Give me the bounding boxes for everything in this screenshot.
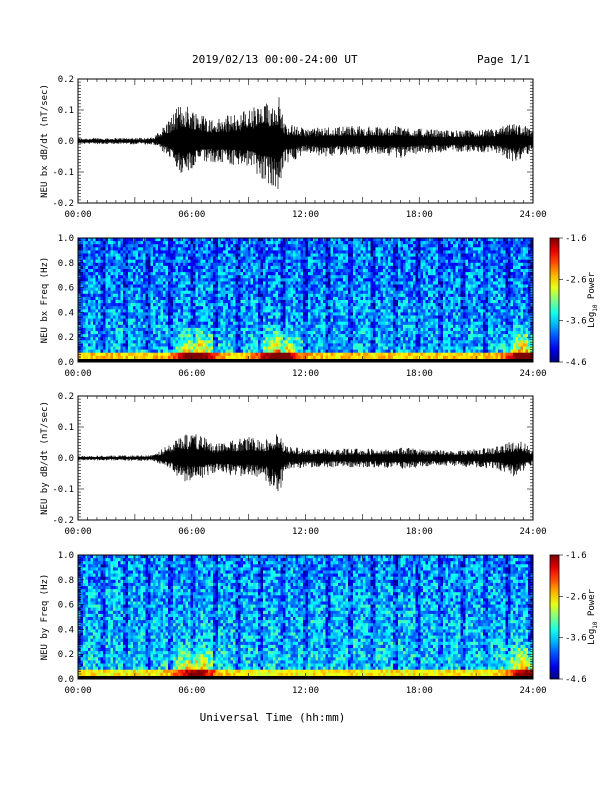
x-tick-label-3-3: 18:00 xyxy=(406,686,433,696)
x-tick-label-1-0: 00:00 xyxy=(64,369,91,379)
colorbar-tick-label-3-1: -2.6 xyxy=(565,592,587,602)
x-tick-label-1-3: 18:00 xyxy=(406,369,433,379)
colorbar-title-4: Log10 Power xyxy=(587,588,599,645)
colorbar-tick-label-1-3: -4.6 xyxy=(565,358,587,368)
y-tick-label-1-4: 0.2 xyxy=(58,333,74,343)
colorbar-tick-label-1-2: -3.6 xyxy=(565,317,587,327)
spectrogram-2 xyxy=(78,238,534,363)
panel-4: Log10 Power NEU by Freq (Hz) xyxy=(40,554,599,680)
x-tick-label-3-2: 12:00 xyxy=(292,686,319,696)
colorbar-tick-label-3-3: -4.6 xyxy=(565,675,587,685)
panel-2: Log10 Power NEU bx Freq (Hz) xyxy=(40,237,599,363)
x-axis-label: Universal Time (hh:mm) xyxy=(200,711,346,724)
y-tick-label-2-1: 0.1 xyxy=(58,423,74,433)
x-tick-label-0-2: 12:00 xyxy=(292,210,319,220)
x-tick-label-2-3: 18:00 xyxy=(406,527,433,537)
colorbar-title-2: Log10 Power xyxy=(587,271,599,328)
y-tick-label-2-2: 0.0 xyxy=(58,454,74,464)
x-tick-label-3-1: 06:00 xyxy=(178,686,205,696)
y-tick-label-0-0: 0.2 xyxy=(58,75,74,85)
y-tick-label-0-1: 0.1 xyxy=(58,106,74,116)
x-tick-label-3-4: 24:00 xyxy=(519,686,546,696)
y-axis-label-2: NEU bx Freq (Hz) xyxy=(40,257,50,344)
colorbar-tick-label-1-0: -1.6 xyxy=(565,234,587,244)
x-tick-label-2-2: 12:00 xyxy=(292,527,319,537)
y-tick-label-1-0: 1.0 xyxy=(58,234,74,244)
x-tick-label-0-0: 00:00 xyxy=(64,210,91,220)
y-tick-label-3-1: 0.8 xyxy=(58,576,74,586)
y-tick-label-0-2: 0.0 xyxy=(58,137,74,147)
colorbar-4 xyxy=(549,554,560,680)
x-tick-label-1-2: 12:00 xyxy=(292,369,319,379)
colorbar-tick-label-3-2: -3.6 xyxy=(565,634,587,644)
colorbar-2 xyxy=(549,237,560,363)
y-tick-label-3-3: 0.4 xyxy=(58,625,74,635)
x-tick-label-2-4: 24:00 xyxy=(519,527,546,537)
x-tick-label-0-3: 18:00 xyxy=(406,210,433,220)
y-tick-label-3-4: 0.2 xyxy=(58,650,74,660)
x-tick-label-1-1: 06:00 xyxy=(178,369,205,379)
y-tick-label-3-2: 0.6 xyxy=(58,601,74,611)
y-tick-label-1-3: 0.4 xyxy=(58,308,74,318)
panel-3: NEU by dB/dt (nT/sec) xyxy=(40,395,534,521)
x-tick-label-1-4: 24:00 xyxy=(519,369,546,379)
page-title: 2019/02/13 00:00-24:00 UT xyxy=(192,53,358,66)
x-tick-label-2-0: 00:00 xyxy=(64,527,91,537)
y-tick-label-1-1: 0.8 xyxy=(58,259,74,269)
y-tick-label-2-0: 0.2 xyxy=(58,392,74,402)
spectrogram-4 xyxy=(78,555,534,680)
y-tick-label-1-2: 0.6 xyxy=(58,284,74,294)
y-tick-label-3-5: 0.0 xyxy=(58,675,74,685)
y-tick-label-3-0: 1.0 xyxy=(58,551,74,561)
x-tick-label-0-4: 24:00 xyxy=(519,210,546,220)
trace-line-1 xyxy=(77,97,534,189)
x-tick-label-3-0: 00:00 xyxy=(64,686,91,696)
y-tick-label-2-4: -0.2 xyxy=(52,516,74,526)
panel-1: NEU bx dB/dt (nT/sec) xyxy=(40,78,534,204)
y-tick-label-0-4: -0.2 xyxy=(52,199,74,209)
y-tick-label-2-3: -0.1 xyxy=(52,485,74,495)
x-tick-label-0-1: 06:00 xyxy=(178,210,205,220)
y-axis-label-1: NEU bx dB/dt (nT/sec) xyxy=(40,84,50,198)
x-tick-label-2-1: 06:00 xyxy=(178,527,205,537)
y-axis-label-3: NEU by dB/dt (nT/sec) xyxy=(40,401,50,515)
colorbar-tick-label-3-0: -1.6 xyxy=(565,551,587,561)
page-number: Page 1/1 xyxy=(477,53,530,66)
y-tick-label-0-3: -0.1 xyxy=(52,168,74,178)
y-axis-label-4: NEU by Freq (Hz) xyxy=(40,574,50,661)
colorbar-tick-label-1-1: -2.6 xyxy=(565,275,587,285)
y-tick-label-1-5: 0.0 xyxy=(58,358,74,368)
trace-line-3 xyxy=(77,434,534,492)
